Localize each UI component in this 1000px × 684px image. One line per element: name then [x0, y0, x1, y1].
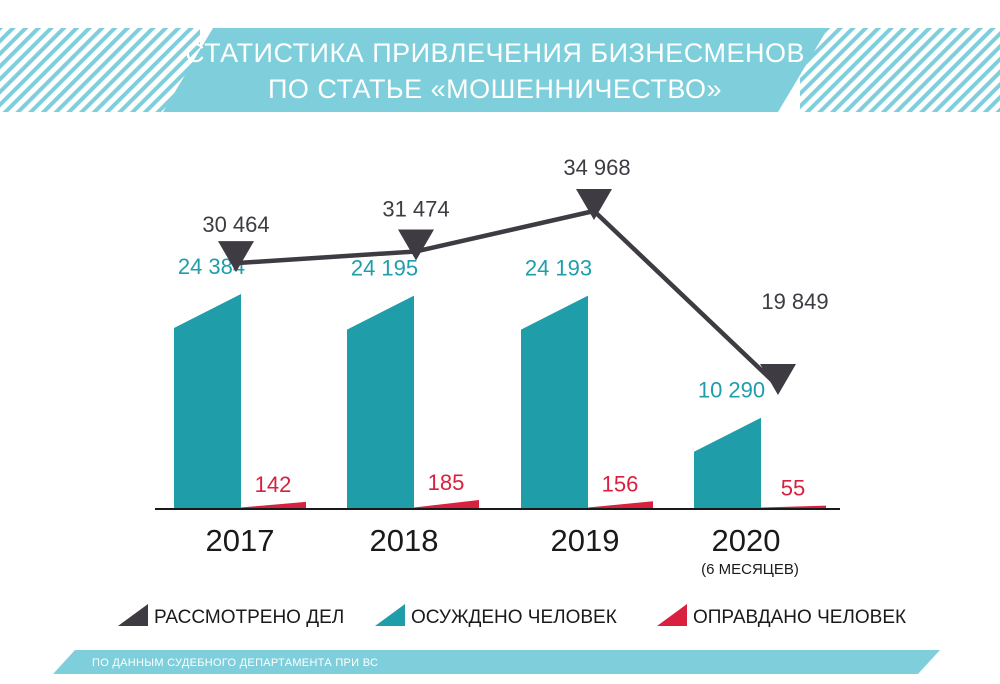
legend-item-convicted: ОСУЖДЕНО ЧЕЛОВЕК: [375, 604, 617, 628]
bar-acquitted-2019: [588, 501, 653, 508]
x-tick-label-2019: 2019: [551, 523, 620, 558]
marker-considered-2017: [218, 241, 254, 273]
label-convicted-2019: 24 193: [525, 256, 592, 281]
bar-convicted-2017: [174, 294, 241, 508]
bar-convicted-2019: [521, 295, 588, 508]
label-acquitted-2018: 185: [428, 470, 465, 495]
banner-hatch-left: [0, 28, 200, 112]
marker-considered-2020: [760, 364, 796, 395]
legend-item-considered: РАССМОТРЕНО ДЕЛ: [118, 604, 344, 628]
label-convicted-2018: 24 195: [351, 256, 418, 281]
label-considered-2017: 30 464: [202, 212, 269, 237]
bar-acquitted-2020: [761, 505, 826, 508]
banner-hatch-right: [800, 28, 1000, 112]
legend-label-acquitted: ОПРАВДАНО ЧЕЛОВЕК: [693, 607, 906, 628]
legend-label-convicted: ОСУЖДЕНО ЧЕЛОВЕК: [411, 607, 617, 628]
legend-swatch-convicted: [375, 604, 405, 626]
label-acquitted-2020: 55: [781, 476, 805, 501]
bar-acquitted-2017: [241, 501, 306, 508]
legend-swatch-acquitted: [657, 604, 687, 626]
bar-convicted-2018: [347, 295, 414, 508]
x-tick-note-2020: (6 МЕСЯЦЕВ): [701, 561, 799, 578]
bar-acquitted-2018: [414, 500, 479, 508]
line-considered: [235, 208, 780, 388]
x-tick-label-2017: 2017: [206, 523, 275, 558]
label-acquitted-2019: 156: [602, 471, 639, 496]
source-footer: ПО ДАННЫМ СУДЕБНОГО ДЕПАРТАМЕНТА ПРИ ВС: [53, 650, 940, 674]
label-considered-2018: 31 474: [382, 196, 449, 221]
legend-swatch-considered: [118, 604, 148, 626]
title-banner: СТАТИСТИКА ПРИВЛЕЧЕНИЯ БИЗНЕСМЕНОВ ПО СТ…: [0, 28, 1000, 112]
source-bar: [53, 650, 940, 674]
x-axis-labels: 2017 2018 2019 2020 (6 МЕСЯЦЕВ): [206, 523, 799, 578]
label-acquitted-2017: 142: [255, 472, 292, 497]
x-tick-label-2018: 2018: [370, 523, 439, 558]
label-convicted-2020: 10 290: [698, 378, 765, 403]
chart-title-line2: ПО СТАТЬЕ «МОШЕННИЧЕСТВО»: [268, 74, 722, 104]
chart-title-line1: СТАТИСТИКА ПРИВЛЕЧЕНИЯ БИЗНЕСМЕНОВ: [185, 38, 805, 68]
legend-label-considered: РАССМОТРЕНО ДЕЛ: [154, 607, 344, 628]
label-considered-2020: 19 849: [761, 289, 828, 314]
marker-considered-2019: [576, 189, 612, 220]
legend: РАССМОТРЕНО ДЕЛ ОСУЖДЕНО ЧЕЛОВЕК ОПРАВДА…: [118, 604, 906, 628]
label-considered-2019: 34 968: [563, 155, 630, 180]
source-text: ПО ДАННЫМ СУДЕБНОГО ДЕПАРТАМЕНТА ПРИ ВС: [92, 657, 378, 669]
bar-convicted-2020: [694, 417, 761, 508]
banner-band: [163, 28, 828, 112]
x-tick-label-2020: 2020: [712, 523, 781, 558]
marker-considered-2018: [398, 229, 434, 261]
legend-item-acquitted: ОПРАВДАНО ЧЕЛОВЕК: [657, 604, 906, 628]
